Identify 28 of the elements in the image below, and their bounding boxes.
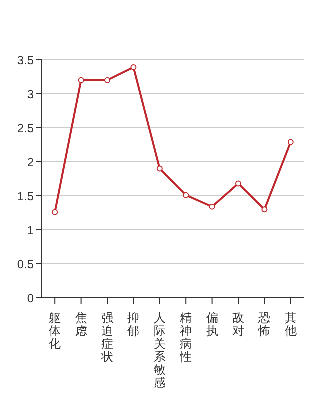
y-tick-label: 1.5	[17, 189, 34, 204]
y-tick-label: 2	[27, 155, 34, 170]
point	[52, 209, 58, 216]
x-tick-label: 躯体化	[49, 311, 62, 351]
point	[156, 166, 163, 172]
point	[130, 64, 137, 70]
y-tick-label: 3	[27, 87, 34, 102]
x-tick-label: 焦虑	[75, 311, 88, 338]
point	[262, 206, 268, 213]
x-tick-label: 恐怖	[258, 311, 271, 338]
x-tick-label: 精神病性	[179, 311, 192, 364]
x-tick-label: 抑郁	[128, 311, 140, 338]
y-tick-label: 3.5	[17, 53, 34, 68]
y-tick-label: 0.5	[17, 257, 34, 272]
y-tick-label: 1	[27, 223, 34, 238]
point	[78, 77, 84, 84]
x-tick-label: 敌对	[232, 311, 244, 338]
x-tick-label: 其他	[284, 311, 297, 338]
point	[236, 180, 242, 187]
point	[209, 204, 216, 210]
x-tick-label: 人际关系敏感	[154, 311, 166, 390]
y-tick-label: 0	[27, 291, 34, 306]
x-tick-label: 偏执	[206, 311, 218, 338]
point	[104, 77, 110, 84]
point	[288, 139, 294, 146]
y-tick-label: 2.5	[17, 121, 34, 136]
point	[183, 192, 190, 198]
x-tick-label: 强迫症状	[100, 311, 114, 364]
